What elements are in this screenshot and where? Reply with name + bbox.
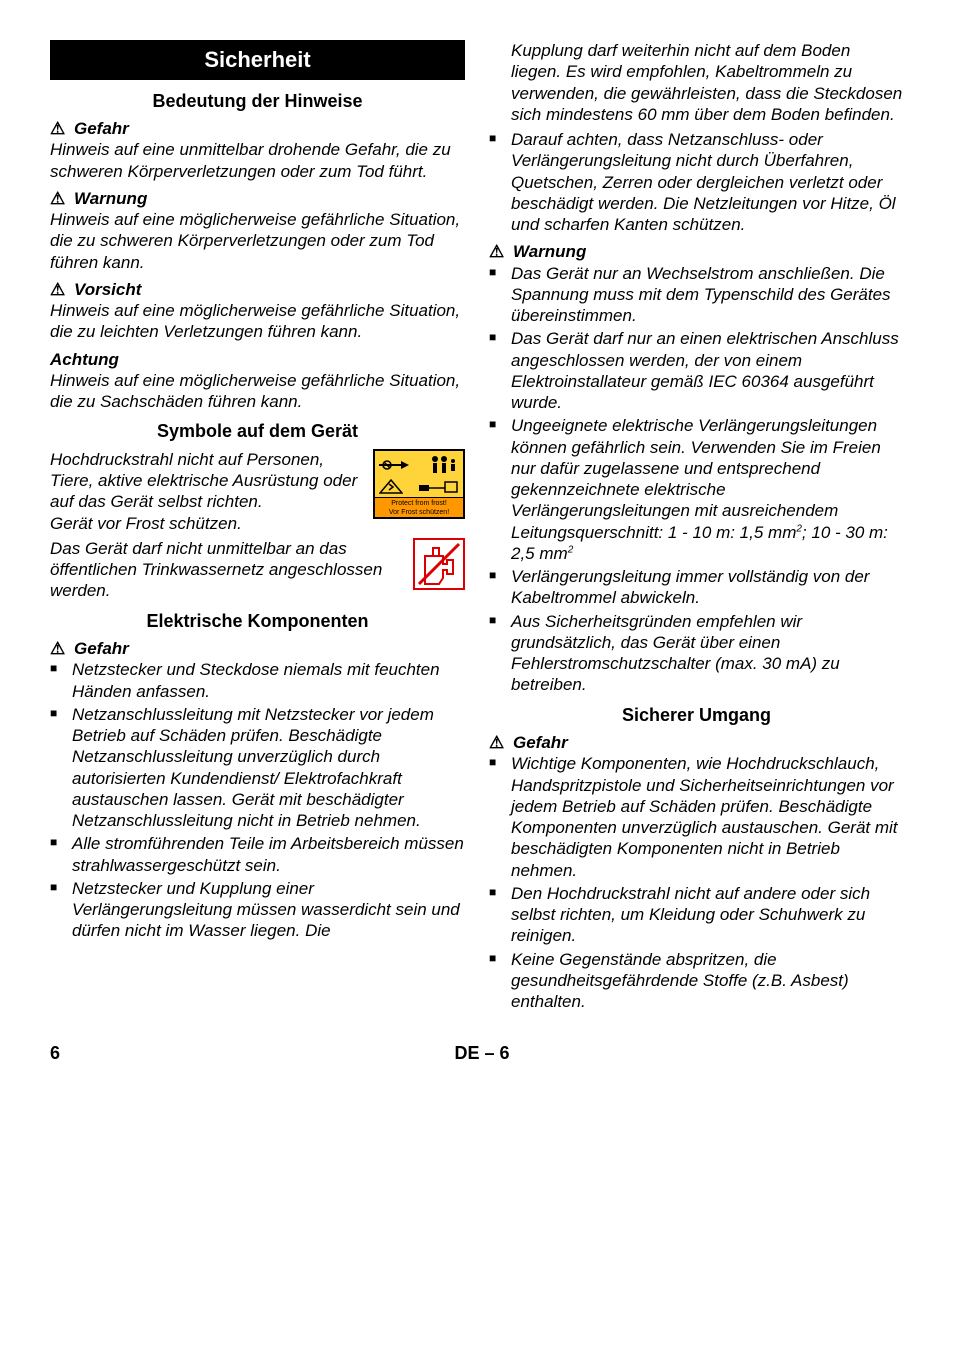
subhead-meanings: Bedeutung der Hinweise xyxy=(50,90,465,113)
list-item: Ungeeignete elektrische Verlängerungslei… xyxy=(489,415,904,564)
symbol-text-spray: Hochdruckstrahl nicht auf Personen, Tier… xyxy=(50,450,357,512)
electrical-gefahr-cont-list: Darauf achten, dass Netzanschluss- oder … xyxy=(489,129,904,235)
page-number-left: 6 xyxy=(50,1042,60,1065)
list-item: Das Gerät nur an Wechselstrom anschließe… xyxy=(489,263,904,327)
meaning-gefahr: Hinweis auf eine unmittelbar drohende Ge… xyxy=(50,139,465,182)
label-achtung: Achtung xyxy=(50,349,465,370)
warning-triangle-icon: ⚠ xyxy=(489,241,504,262)
list-item: Wichtige Komponenten, wie Hochdruckschla… xyxy=(489,753,904,881)
label-warnung-elec: ⚠ Warnung xyxy=(489,241,904,262)
list-item: Den Hochdruckstrahl nicht auf andere ode… xyxy=(489,883,904,947)
label-gefahr-elec: ⚠ Gefahr xyxy=(50,638,465,659)
warning-pictogram-icon: Protect from frost!Vor Frost schützen! xyxy=(373,449,465,519)
safe-gefahr-list: Wichtige Komponenten, wie Hochdruckschla… xyxy=(489,753,904,1012)
list-item: Keine Gegenstände abspritzen, die gesund… xyxy=(489,949,904,1013)
no-tap-water-icon xyxy=(413,538,465,590)
electrical-gefahr-list: Netzstecker und Steckdose niemals mit fe… xyxy=(50,659,465,941)
warning-triangle-icon: ⚠ xyxy=(50,118,65,139)
label-warnung: ⚠ Warnung xyxy=(50,188,465,209)
warning-triangle-icon: ⚠ xyxy=(50,638,65,659)
page-number-right: DE – 6 xyxy=(454,1042,509,1065)
subhead-safe: Sicherer Umgang xyxy=(489,704,904,727)
meaning-warnung: Hinweis auf eine möglicherweise gefährli… xyxy=(50,209,465,273)
label-gefahr: ⚠ Gefahr xyxy=(50,118,465,139)
symbol-text-water: Das Gerät darf nicht unmittelbar an das … xyxy=(50,538,405,602)
list-item: Alle stromführenden Teile im Arbeitsbere… xyxy=(50,833,465,876)
symbol-text-frost: Gerät vor Frost schützen. xyxy=(50,514,242,533)
electrical-warnung-list: Das Gerät nur an Wechselstrom anschließe… xyxy=(489,263,904,696)
label-gefahr-safe: ⚠ Gefahr xyxy=(489,732,904,753)
cont-text: Kupplung darf weiterhin nicht auf dem Bo… xyxy=(489,40,904,125)
warning-triangle-icon: ⚠ xyxy=(50,188,65,209)
list-item: Netzstecker und Kupplung einer Verlänger… xyxy=(50,878,465,942)
subhead-symbols: Symbole auf dem Gerät xyxy=(50,420,465,443)
list-item: Verlängerungsleitung immer vollständig v… xyxy=(489,566,904,609)
subhead-electrical: Elektrische Komponenten xyxy=(50,610,465,633)
meaning-achtung: Hinweis auf eine möglicherweise gefährli… xyxy=(50,370,465,413)
list-item: Netzstecker und Steckdose niemals mit fe… xyxy=(50,659,465,702)
list-item: Darauf achten, dass Netzanschluss- oder … xyxy=(489,129,904,235)
list-item: Das Gerät darf nur an einen elektrischen… xyxy=(489,328,904,413)
list-item: Netzanschlussleitung mit Netzstecker vor… xyxy=(50,704,465,832)
list-item: Aus Sicherheitsgründen empfehlen wir gru… xyxy=(489,611,904,696)
warning-triangle-icon: ⚠ xyxy=(50,279,65,300)
safety-banner: Sicherheit xyxy=(50,40,465,80)
meaning-vorsicht: Hinweis auf eine möglicherweise gefährli… xyxy=(50,300,465,343)
label-vorsicht: ⚠ Vorsicht xyxy=(50,279,465,300)
warning-triangle-icon: ⚠ xyxy=(489,732,504,753)
